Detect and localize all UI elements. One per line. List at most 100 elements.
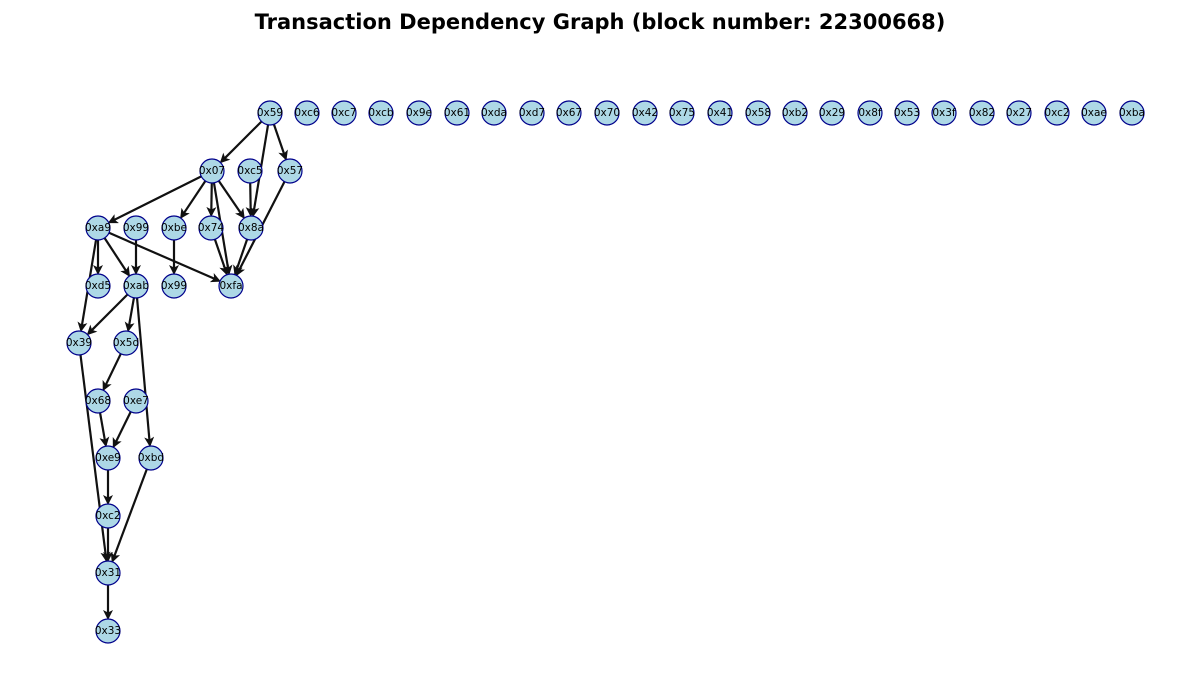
- node-0xcb: 0xcb: [368, 100, 394, 126]
- node-label: 0xae: [1081, 107, 1107, 119]
- node-circle: [331, 100, 357, 126]
- node-label: 0xe7: [123, 395, 149, 407]
- node-label: 0x39: [66, 337, 92, 349]
- node-circle: [66, 330, 92, 356]
- edge-0xa9-to-0xab: [103, 237, 130, 277]
- node-0x74: 0x74: [198, 215, 225, 241]
- node-circle: [95, 618, 121, 644]
- edge-0x59-to-0x07: [219, 120, 263, 164]
- node-label: 0x59: [257, 107, 283, 119]
- node-circle: [969, 100, 995, 126]
- node-circle: [237, 158, 263, 184]
- nodes-layer: 0x59 0xc6 0xc7 0xcb 0x9e 0x61 0xda 0xd7 0x67 0x70…: [66, 100, 1145, 644]
- node-label: 0x5d: [113, 337, 139, 349]
- node-circle: [406, 100, 432, 126]
- edge-0xe7-to-0xe9: [112, 411, 132, 449]
- node-label: 0x8a: [238, 222, 264, 234]
- node-circle: [95, 503, 121, 529]
- node-0x27: 0x27: [1006, 100, 1032, 126]
- node-label: 0xd7: [519, 107, 545, 119]
- node-0xda: 0xda: [481, 100, 507, 126]
- node-label: 0x29: [819, 107, 845, 119]
- node-0xc7: 0xc7: [331, 100, 357, 126]
- node-circle: [95, 560, 121, 586]
- node-label: 0x9e: [406, 107, 432, 119]
- node-0x70: 0x70: [594, 100, 620, 126]
- node-circle: [444, 100, 470, 126]
- edge-0x07-to-0xbe: [180, 180, 207, 219]
- node-0xe9: 0xe9: [95, 445, 121, 471]
- edge-0x07-to-0x8a: [217, 180, 245, 219]
- node-circle: [123, 388, 149, 414]
- node-label: 0x41: [707, 107, 733, 119]
- edge-0x74-to-0xfa: [213, 238, 229, 276]
- node-0xab: 0xab: [123, 273, 149, 299]
- node-label: 0x74: [198, 222, 225, 234]
- node-label: 0x57: [277, 165, 303, 177]
- node-label: 0x07: [199, 165, 225, 177]
- node-circle: [1081, 100, 1107, 126]
- node-label: 0xd5: [85, 280, 111, 292]
- node-circle: [85, 215, 111, 241]
- node-0xb2: 0xb2: [782, 100, 808, 126]
- edge-0xc5-to-0x8a: [245, 182, 256, 218]
- node-label: 0xbd: [138, 452, 164, 464]
- node-circle: [745, 100, 771, 126]
- node-circle: [123, 273, 149, 299]
- node-circle: [1044, 100, 1070, 126]
- node-circle: [294, 100, 320, 126]
- node-label: 0x67: [556, 107, 582, 119]
- node-circle: [782, 100, 808, 126]
- node-label: 0xab: [123, 280, 149, 292]
- node-circle: [138, 445, 164, 471]
- node-0xbd: 0xbd: [138, 445, 164, 471]
- node-circle: [238, 215, 264, 241]
- node-label: 0x31: [95, 567, 121, 579]
- node-0xd5: 0xd5: [85, 273, 111, 299]
- node-label: 0xfa: [219, 280, 242, 292]
- node-0x61: 0x61: [444, 100, 470, 126]
- node-0x42: 0x42: [632, 100, 658, 126]
- edge-0x07-to-0x74: [206, 182, 217, 218]
- node-0x82: 0x82: [969, 100, 995, 126]
- node-circle: [1119, 100, 1145, 126]
- node-label: 0x8f: [858, 107, 882, 119]
- node-label: 0xb2: [782, 107, 808, 119]
- node-circle: [931, 100, 957, 126]
- node-circle: [819, 100, 845, 126]
- edge-0xab-to-0xbd: [135, 297, 155, 448]
- node-label: 0xc7: [331, 107, 356, 119]
- edge-0x8a-to-0xfa: [233, 238, 249, 276]
- node-circle: [218, 273, 244, 299]
- node-0x33: 0x33: [95, 618, 121, 644]
- node-label: 0x99: [161, 280, 187, 292]
- node-0x53: 0x53: [894, 100, 920, 126]
- node-circle: [857, 100, 883, 126]
- node-circle: [669, 100, 695, 126]
- node-circle: [632, 100, 658, 126]
- node-0x58: 0x58: [745, 100, 771, 126]
- node-label: 0x99: [123, 222, 149, 234]
- node-0xc2: 0xc2: [95, 503, 121, 529]
- node-0x59: 0x59: [257, 100, 283, 126]
- node-0xc5: 0xc5: [237, 158, 263, 184]
- node-0x8a: 0x8a: [238, 215, 264, 241]
- node-0x39: 0x39: [66, 330, 92, 356]
- node-0x67: 0x67: [556, 100, 582, 126]
- node-label: 0xba: [1119, 107, 1145, 119]
- node-circle: [161, 215, 187, 241]
- node-circle: [257, 100, 283, 126]
- node-0x3f: 0x3f: [931, 100, 957, 126]
- node-label: 0xc2: [95, 510, 120, 522]
- node-label: 0x68: [85, 395, 111, 407]
- node-0xfa: 0xfa: [218, 273, 244, 299]
- node-0xbe: 0xbe: [161, 215, 187, 241]
- node-0x41: 0x41: [707, 100, 733, 126]
- node-circle: [85, 273, 111, 299]
- edge-0x5d-to-0x68: [102, 353, 122, 392]
- node-circle: [1006, 100, 1032, 126]
- node-0xae: 0xae: [1081, 100, 1107, 126]
- edge-0xab-to-0x5d: [124, 297, 136, 333]
- edges-layer: [77, 120, 288, 620]
- node-0x68: 0x68: [85, 388, 111, 414]
